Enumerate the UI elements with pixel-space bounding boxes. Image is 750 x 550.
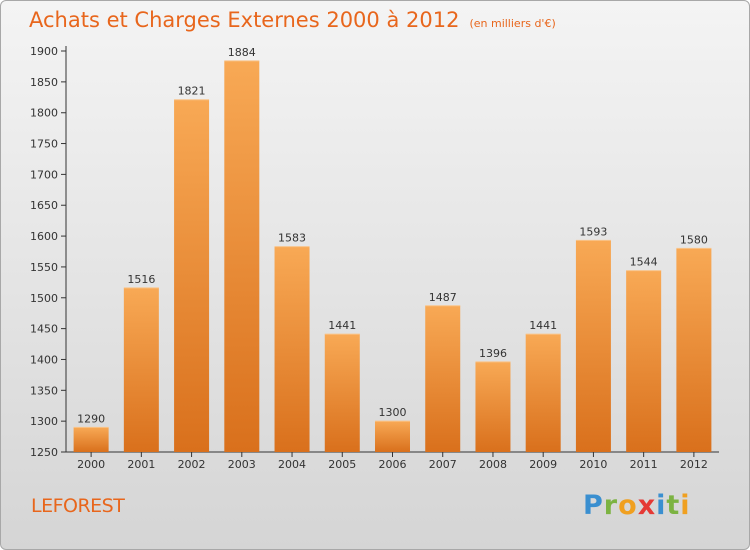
bar <box>375 421 410 452</box>
y-tick-label: 1350 <box>30 384 58 397</box>
data-label: 1544 <box>630 256 658 269</box>
x-tick-label: 2004 <box>278 458 306 471</box>
data-label: 1583 <box>278 232 306 245</box>
y-tick-label: 1700 <box>30 168 58 181</box>
bar <box>425 305 461 452</box>
x-tick-label: 2002 <box>178 458 206 471</box>
x-tick-label: 2006 <box>379 458 407 471</box>
data-label: 1441 <box>529 319 557 332</box>
y-tick-label: 1800 <box>30 107 58 120</box>
bar <box>475 361 511 452</box>
y-tick-label: 1450 <box>30 323 58 336</box>
bars <box>73 60 712 453</box>
bar <box>274 246 310 452</box>
y-axis: 1250 1300 1350 1400 1450 1500 1550 1600 1650 1700… <box>30 45 67 459</box>
y-tick-label: 1550 <box>30 261 58 274</box>
bar <box>575 240 611 452</box>
x-axis: 2000 2001 2002 2003 2004 2005 2006 2007 2008 2009… <box>66 451 719 471</box>
bar <box>324 334 360 452</box>
commune-name: LEFOREST <box>31 495 125 517</box>
x-tick-label: 2000 <box>77 458 105 471</box>
logo-letter: P <box>583 490 604 521</box>
bar <box>676 248 712 452</box>
y-tick-label: 1650 <box>30 199 58 212</box>
y-tick-label: 1600 <box>30 230 58 243</box>
chart-subtitle: (en milliers d'€) <box>469 17 556 30</box>
bar <box>525 334 561 452</box>
x-tick-label: 2011 <box>630 458 658 471</box>
bar <box>73 427 109 452</box>
x-tick-label: 2001 <box>127 458 155 471</box>
logo-letter: t <box>666 490 681 521</box>
data-labels: 1290 1516 1821 1884 1583 1441 1300 1487 1396 1441… <box>77 46 708 425</box>
proxiti-logo[interactable]: Proxiti <box>583 490 691 521</box>
y-tick-label: 1250 <box>30 446 58 459</box>
data-label: 1884 <box>228 46 256 59</box>
logo-letter: i <box>656 490 667 521</box>
x-tick-label: 2003 <box>228 458 256 471</box>
y-tick-label: 1400 <box>30 353 58 366</box>
data-label: 1290 <box>77 412 105 425</box>
data-label: 1821 <box>178 85 206 98</box>
data-label: 1396 <box>479 347 507 360</box>
x-tick-label: 2008 <box>479 458 507 471</box>
logo-letter: x <box>637 490 657 521</box>
data-label: 1441 <box>328 319 356 332</box>
logo-letter: i <box>680 490 691 521</box>
x-tick-label: 2007 <box>429 458 457 471</box>
bar <box>224 60 260 453</box>
y-tick-label: 1900 <box>30 45 58 58</box>
x-tick-label: 2010 <box>579 458 607 471</box>
y-tick-label: 1300 <box>30 415 58 428</box>
data-label: 1580 <box>680 233 708 246</box>
logo-letter: r <box>603 490 619 521</box>
logo-letter: o <box>618 490 638 521</box>
bar <box>626 270 662 452</box>
x-tick-label: 2012 <box>680 458 708 471</box>
y-tick-label: 1500 <box>30 292 58 305</box>
bar <box>174 99 210 452</box>
y-tick-label: 1750 <box>30 138 58 151</box>
data-label: 1593 <box>579 225 607 238</box>
data-label: 1300 <box>379 406 407 419</box>
data-label: 1487 <box>429 291 457 304</box>
y-tick-label: 1850 <box>30 76 58 89</box>
chart-title: Achats et Charges Externes 2000 à 2012 <box>29 8 460 32</box>
title-row: Achats et Charges Externes 2000 à 2012 (e… <box>29 8 556 32</box>
x-tick-label: 2009 <box>529 458 557 471</box>
x-tick-label: 2005 <box>328 458 356 471</box>
bar <box>123 287 159 452</box>
data-label: 1516 <box>127 273 155 286</box>
